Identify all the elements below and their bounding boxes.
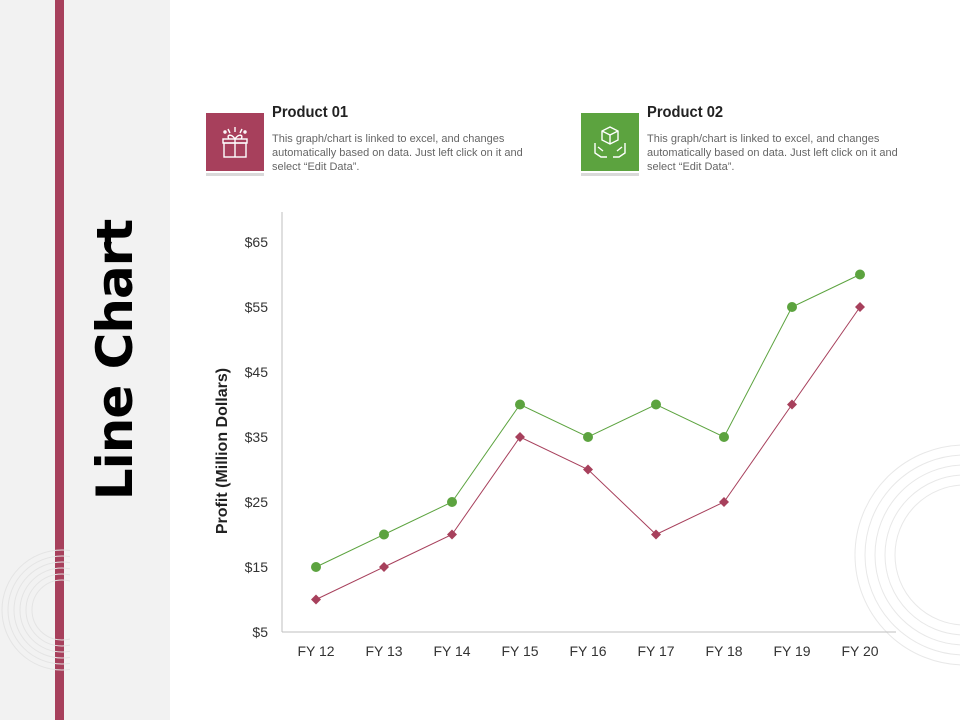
data-point-series-2 [787,302,797,312]
data-point-series-2 [719,432,729,442]
y-tick-label: $25 [245,494,269,510]
y-tick-label: $15 [245,559,269,575]
y-axis-label: Profit (Million Dollars) [214,368,231,534]
data-point-series-1 [719,497,729,507]
data-point-series-1 [311,594,321,605]
data-point-series-2 [651,399,661,410]
data-point-series-1 [855,302,865,312]
data-point-series-1 [651,529,661,540]
gift-box-icon [222,127,248,158]
data-point-series-1 [447,529,457,540]
data-point-series-1 [379,562,389,572]
series-line-2 [315,274,861,568]
x-tick-label: FY 20 [841,643,878,659]
y-tick-label: $65 [245,234,269,250]
legend-icon-box-product-02 [581,113,639,171]
x-tick-label: FY 13 [365,643,402,659]
x-tick-label: FY 16 [569,643,606,659]
package-hands-icon [594,126,626,158]
legend-shadow [206,173,264,176]
data-point-series-2 [855,269,865,280]
x-tick-label: FY 17 [637,643,674,659]
y-tick-label: $45 [245,364,269,380]
x-tick-label: FY 12 [297,643,334,659]
data-point-series-2 [311,562,321,572]
series-line-1 [315,306,861,600]
x-tick-label: FY 19 [773,643,810,659]
y-tick-label: $55 [245,299,269,315]
legend-name-product-02: Product 02 [647,104,724,121]
data-point-series-2 [583,432,593,442]
data-point-series-1 [787,399,797,410]
data-point-series-2 [515,399,525,410]
legend-name-product-01: Product 01 [272,104,349,121]
accent-bar [55,0,64,720]
y-tick-label: $5 [252,624,268,640]
legend-desc-product-02: This graph/chart is linked to excel, and… [647,133,898,173]
x-tick-label: FY 15 [501,643,538,659]
y-tick-label: $35 [245,429,269,445]
data-point-series-1 [583,464,593,475]
x-tick-label: FY 14 [433,643,470,659]
legend-product-01: Product 01 This graph/chart is linked to… [206,104,546,184]
legend-product-02: Product 02 This graph/chart is linked to… [581,104,921,184]
x-tick-label: FY 18 [705,643,742,659]
legend-shadow [581,173,639,176]
legend-desc-product-01: This graph/chart is linked to excel, and… [272,133,523,173]
data-point-series-1 [515,432,525,442]
legend-icon-box-product-01 [206,113,264,171]
data-point-series-2 [379,529,389,540]
data-point-series-2 [447,497,457,507]
